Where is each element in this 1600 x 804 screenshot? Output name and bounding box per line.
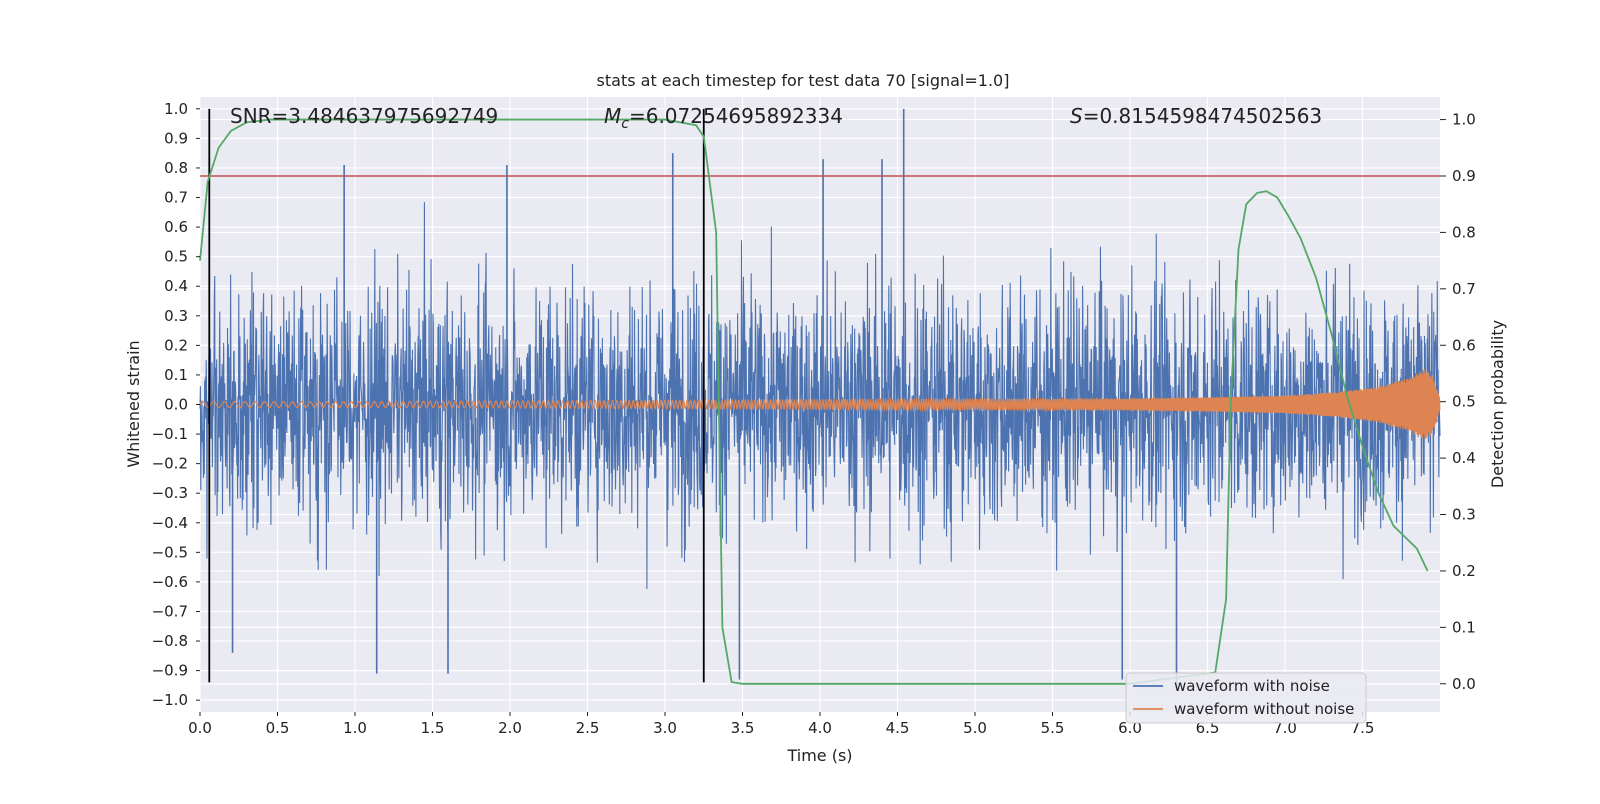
x-tick-label: 1.0: [343, 719, 367, 737]
y-left-tick-label: −0.3: [152, 484, 188, 502]
y-left-tick-label: 0.6: [164, 218, 188, 236]
x-tick-label: 0.5: [266, 719, 290, 737]
mc-subscript: c: [621, 116, 629, 132]
x-tick-label: 5.5: [1041, 719, 1065, 737]
legend-box: [1125, 672, 1367, 724]
y-left-tick-label: 1.0: [164, 100, 188, 118]
y-left-tick-label: −0.6: [152, 573, 188, 591]
y-left-tick-label: −0.8: [152, 632, 188, 650]
annotations: SNR=3.484637975692749 Mc=6.0725469589233…: [230, 104, 1322, 132]
x-tick-label: 2.0: [498, 719, 522, 737]
y-axis-label-right: Detection probability: [1488, 320, 1507, 488]
legend: waveform with noise waveform without noi…: [1125, 672, 1367, 724]
legend-label-noise: waveform with noise: [1174, 677, 1330, 695]
y-right-tick-label: 0.6: [1452, 336, 1476, 354]
mc-symbol: M: [604, 104, 621, 128]
chart-title: stats at each timestep for test data 70 …: [597, 71, 1010, 90]
y-axis-label-left: Whitened strain: [124, 340, 143, 467]
x-tick-label: 4.0: [808, 719, 832, 737]
y-left-tick-label: 0.0: [164, 396, 188, 414]
y-right-tick-label: 0.8: [1452, 223, 1476, 241]
y-left-tick-label: −0.5: [152, 543, 188, 561]
y-axis-left: −1.0 −0.9 −0.8 −0.7 −0.6 −0.5 −0.4 −0.3 −0.2 −0.1…: [152, 100, 200, 709]
y-left-tick-label: −0.2: [152, 455, 188, 473]
y-left-tick-label: 0.2: [164, 336, 188, 354]
y-right-tick-label: 1.0: [1452, 111, 1476, 129]
y-left-tick-label: 0.5: [164, 248, 188, 266]
series-waveform-with-noise: [199, 202, 1441, 590]
y-left-tick-label: −0.1: [152, 425, 188, 443]
y-right-tick-label: 0.0: [1452, 675, 1476, 693]
y-right-tick-label: 0.3: [1452, 506, 1476, 524]
y-left-tick-label: −0.7: [152, 602, 188, 620]
mc-annotation: Mc=6.07254695892334: [604, 104, 843, 132]
s-symbol: S: [1070, 104, 1083, 128]
y-right-tick-label: 0.1: [1452, 618, 1476, 636]
y-left-tick-label: 0.4: [164, 277, 188, 295]
y-left-tick-label: −1.0: [152, 691, 188, 709]
y-left-tick-label: 0.8: [164, 159, 188, 177]
y-left-tick-label: −0.9: [152, 662, 188, 680]
x-tick-label: 0.0: [188, 719, 212, 737]
x-tick-label: 5.0: [963, 719, 987, 737]
y-left-tick-label: 0.1: [164, 366, 188, 384]
x-tick-label: 3.0: [653, 719, 677, 737]
y-right-tick-label: 0.9: [1452, 167, 1476, 185]
y-right-tick-label: 0.4: [1452, 449, 1476, 467]
x-tick-label: 2.5: [576, 719, 600, 737]
s-annotation: S=0.8154598474502563: [1070, 104, 1322, 128]
y-left-tick-label: 0.9: [164, 129, 188, 147]
x-tick-label: 4.5: [886, 719, 910, 737]
y-right-tick-label: 0.7: [1452, 280, 1476, 298]
y-axis-right: 0.0 0.1 0.2 0.3 0.4 0.5 0.6 0.7 0.8 0.9 1.0: [1440, 111, 1476, 693]
y-left-tick-label: 0.3: [164, 307, 188, 325]
x-tick-label: 1.5: [421, 719, 445, 737]
s-value: =0.8154598474502563: [1083, 104, 1322, 128]
y-right-tick-label: 0.2: [1452, 562, 1476, 580]
x-tick-label: 3.5: [731, 719, 755, 737]
snr-annotation: SNR=3.484637975692749: [230, 104, 498, 128]
x-axis-label: Time (s): [786, 746, 852, 765]
y-left-tick-label: 0.7: [164, 189, 188, 207]
y-left-tick-label: −0.4: [152, 514, 188, 532]
legend-label-clean: waveform without noise: [1174, 700, 1354, 718]
mc-value: =6.07254695892334: [629, 104, 843, 128]
series-waveform-without-noise: [199, 369, 1441, 439]
y-right-tick-label: 0.5: [1452, 393, 1476, 411]
